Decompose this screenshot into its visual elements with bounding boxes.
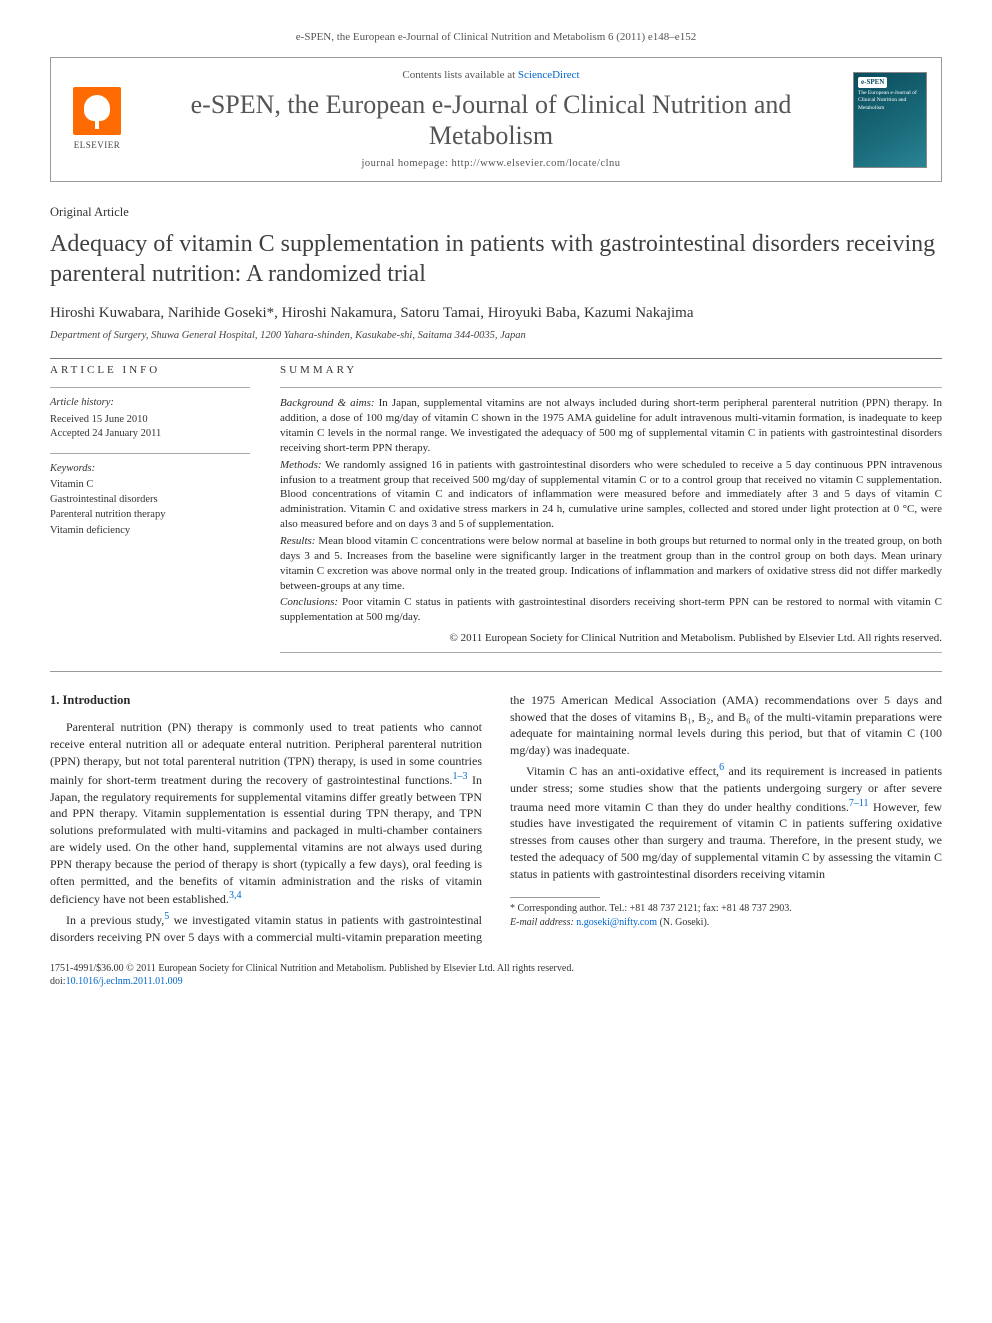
doi-line: doi:10.1016/j.eclnm.2011.01.009 (50, 975, 942, 989)
cover-badge: e-SPEN (858, 77, 887, 88)
section-title: Introduction (63, 693, 131, 707)
section-1-heading: 1. Introduction (50, 692, 482, 710)
conclusions-label: Conclusions: (280, 596, 338, 608)
contents-available-line: Contents lists available at ScienceDirec… (143, 68, 839, 83)
homepage-url[interactable]: http://www.elsevier.com/locate/clnu (452, 158, 621, 169)
background-text: In Japan, supplemental vitamins are not … (280, 397, 942, 454)
p1b: In Japan, the regulatory requirements fo… (50, 773, 482, 888)
conclusions-text: Poor vitamin C status in patients with g… (280, 596, 942, 623)
authors-line: Hiroshi Kuwabara, Narihide Goseki*, Hiro… (50, 303, 942, 323)
info-summary-row: ARTICLE INFO Article history: Received 1… (50, 358, 942, 653)
doi-link[interactable]: 10.1016/j.eclnm.2011.01.009 (66, 976, 183, 987)
journal-cover-thumbnail: e-SPEN The European e-Journal of Clinica… (853, 72, 927, 168)
summary-conclusions: Conclusions: Poor vitamin C status in pa… (280, 595, 942, 625)
p1a: Parenteral nutrition (PN) therapy is com… (50, 720, 482, 786)
article-title: Adequacy of vitamin C supplementation in… (50, 229, 942, 289)
footer-meta: 1751-4991/$36.00 © 2011 European Society… (50, 962, 942, 989)
methods-label: Methods: (280, 459, 322, 471)
email-suffix: (N. Goseki). (657, 917, 709, 928)
cover-subtitle: The European e-Journal of Clinical Nutri… (858, 90, 922, 112)
elsevier-tree-icon (73, 87, 121, 135)
article-history-block: Article history: Received 15 June 2010 A… (50, 396, 250, 441)
accepted-date: Accepted 24 January 2011 (50, 427, 250, 441)
citation-ref[interactable]: 7–11 (849, 798, 869, 809)
keyword: Vitamin C (50, 478, 250, 492)
summary-background: Background & aims: In Japan, supplementa… (280, 396, 942, 455)
elsevier-logo: ELSEVIER (65, 83, 129, 157)
keyword: Vitamin deficiency (50, 524, 250, 538)
keywords-block: Keywords: Vitamin C Gastrointestinal dis… (50, 462, 250, 538)
citation-ref[interactable]: 3,4 (229, 890, 242, 901)
keywords-list: Vitamin C Gastrointestinal disorders Par… (50, 478, 250, 538)
masthead: ELSEVIER Contents lists available at Sci… (50, 57, 942, 182)
footnote-separator (510, 897, 600, 898)
keyword: Gastrointestinal disorders (50, 493, 250, 507)
issn-copyright-line: 1751-4991/$36.00 © 2011 European Society… (50, 962, 942, 976)
results-text: Mean blood vitamin C concentrations were… (280, 535, 942, 592)
body-paragraph-3: Vitamin C has an anti-oxidative effect,6… (510, 761, 942, 883)
summary-results: Results: Mean blood vitamin C concentrat… (280, 534, 942, 593)
article-type: Original Article (50, 204, 942, 221)
summary-copyright: © 2011 European Society for Clinical Nut… (280, 631, 942, 646)
body-two-column: 1. Introduction Parenteral nutrition (PN… (50, 692, 942, 946)
received-date: Received 15 June 2010 (50, 413, 250, 427)
summary-column: SUMMARY Background & aims: In Japan, sup… (280, 363, 942, 653)
keyword: Parenteral nutrition therapy (50, 508, 250, 522)
email-link[interactable]: n.goseki@nifty.com (576, 917, 657, 928)
divider (50, 671, 942, 672)
affiliation: Department of Surgery, Shuwa General Hos… (50, 329, 942, 343)
section-number: 1. (50, 693, 59, 707)
p3a: Vitamin C has an anti-oxidative effect, (526, 764, 719, 778)
corr-author-line: * Corresponding author. Tel.: +81 48 737… (510, 902, 942, 916)
article-info-heading: ARTICLE INFO (50, 363, 250, 378)
masthead-center: Contents lists available at ScienceDirec… (143, 68, 839, 171)
summary-methods: Methods: We randomly assigned 16 in pati… (280, 458, 942, 532)
doi-label: doi: (50, 976, 66, 987)
email-line: E-mail address: n.goseki@nifty.com (N. G… (510, 916, 942, 930)
contents-prefix: Contents lists available at (402, 69, 517, 81)
history-label: Article history: (50, 396, 250, 410)
email-label: E-mail address: (510, 917, 574, 928)
elsevier-label: ELSEVIER (74, 139, 121, 151)
corresponding-author-footnote: * Corresponding author. Tel.: +81 48 737… (510, 902, 942, 930)
background-label: Background & aims: (280, 397, 375, 409)
body-paragraph-1: Parenteral nutrition (PN) therapy is com… (50, 719, 482, 908)
running-header: e-SPEN, the European e-Journal of Clinic… (50, 30, 942, 45)
results-label: Results: (280, 535, 315, 547)
sciencedirect-link[interactable]: ScienceDirect (518, 69, 580, 81)
keywords-label: Keywords: (50, 462, 250, 476)
summary-heading: SUMMARY (280, 363, 942, 378)
journal-name: e-SPEN, the European e-Journal of Clinic… (143, 89, 839, 151)
p2a: In a previous study, (66, 913, 164, 927)
journal-homepage-line: journal homepage: http://www.elsevier.co… (143, 157, 839, 171)
methods-text: We randomly assigned 16 in patients with… (280, 459, 942, 530)
article-info-column: ARTICLE INFO Article history: Received 1… (50, 363, 250, 653)
homepage-label: journal homepage: (361, 158, 451, 169)
citation-ref[interactable]: 1–3 (452, 771, 467, 782)
